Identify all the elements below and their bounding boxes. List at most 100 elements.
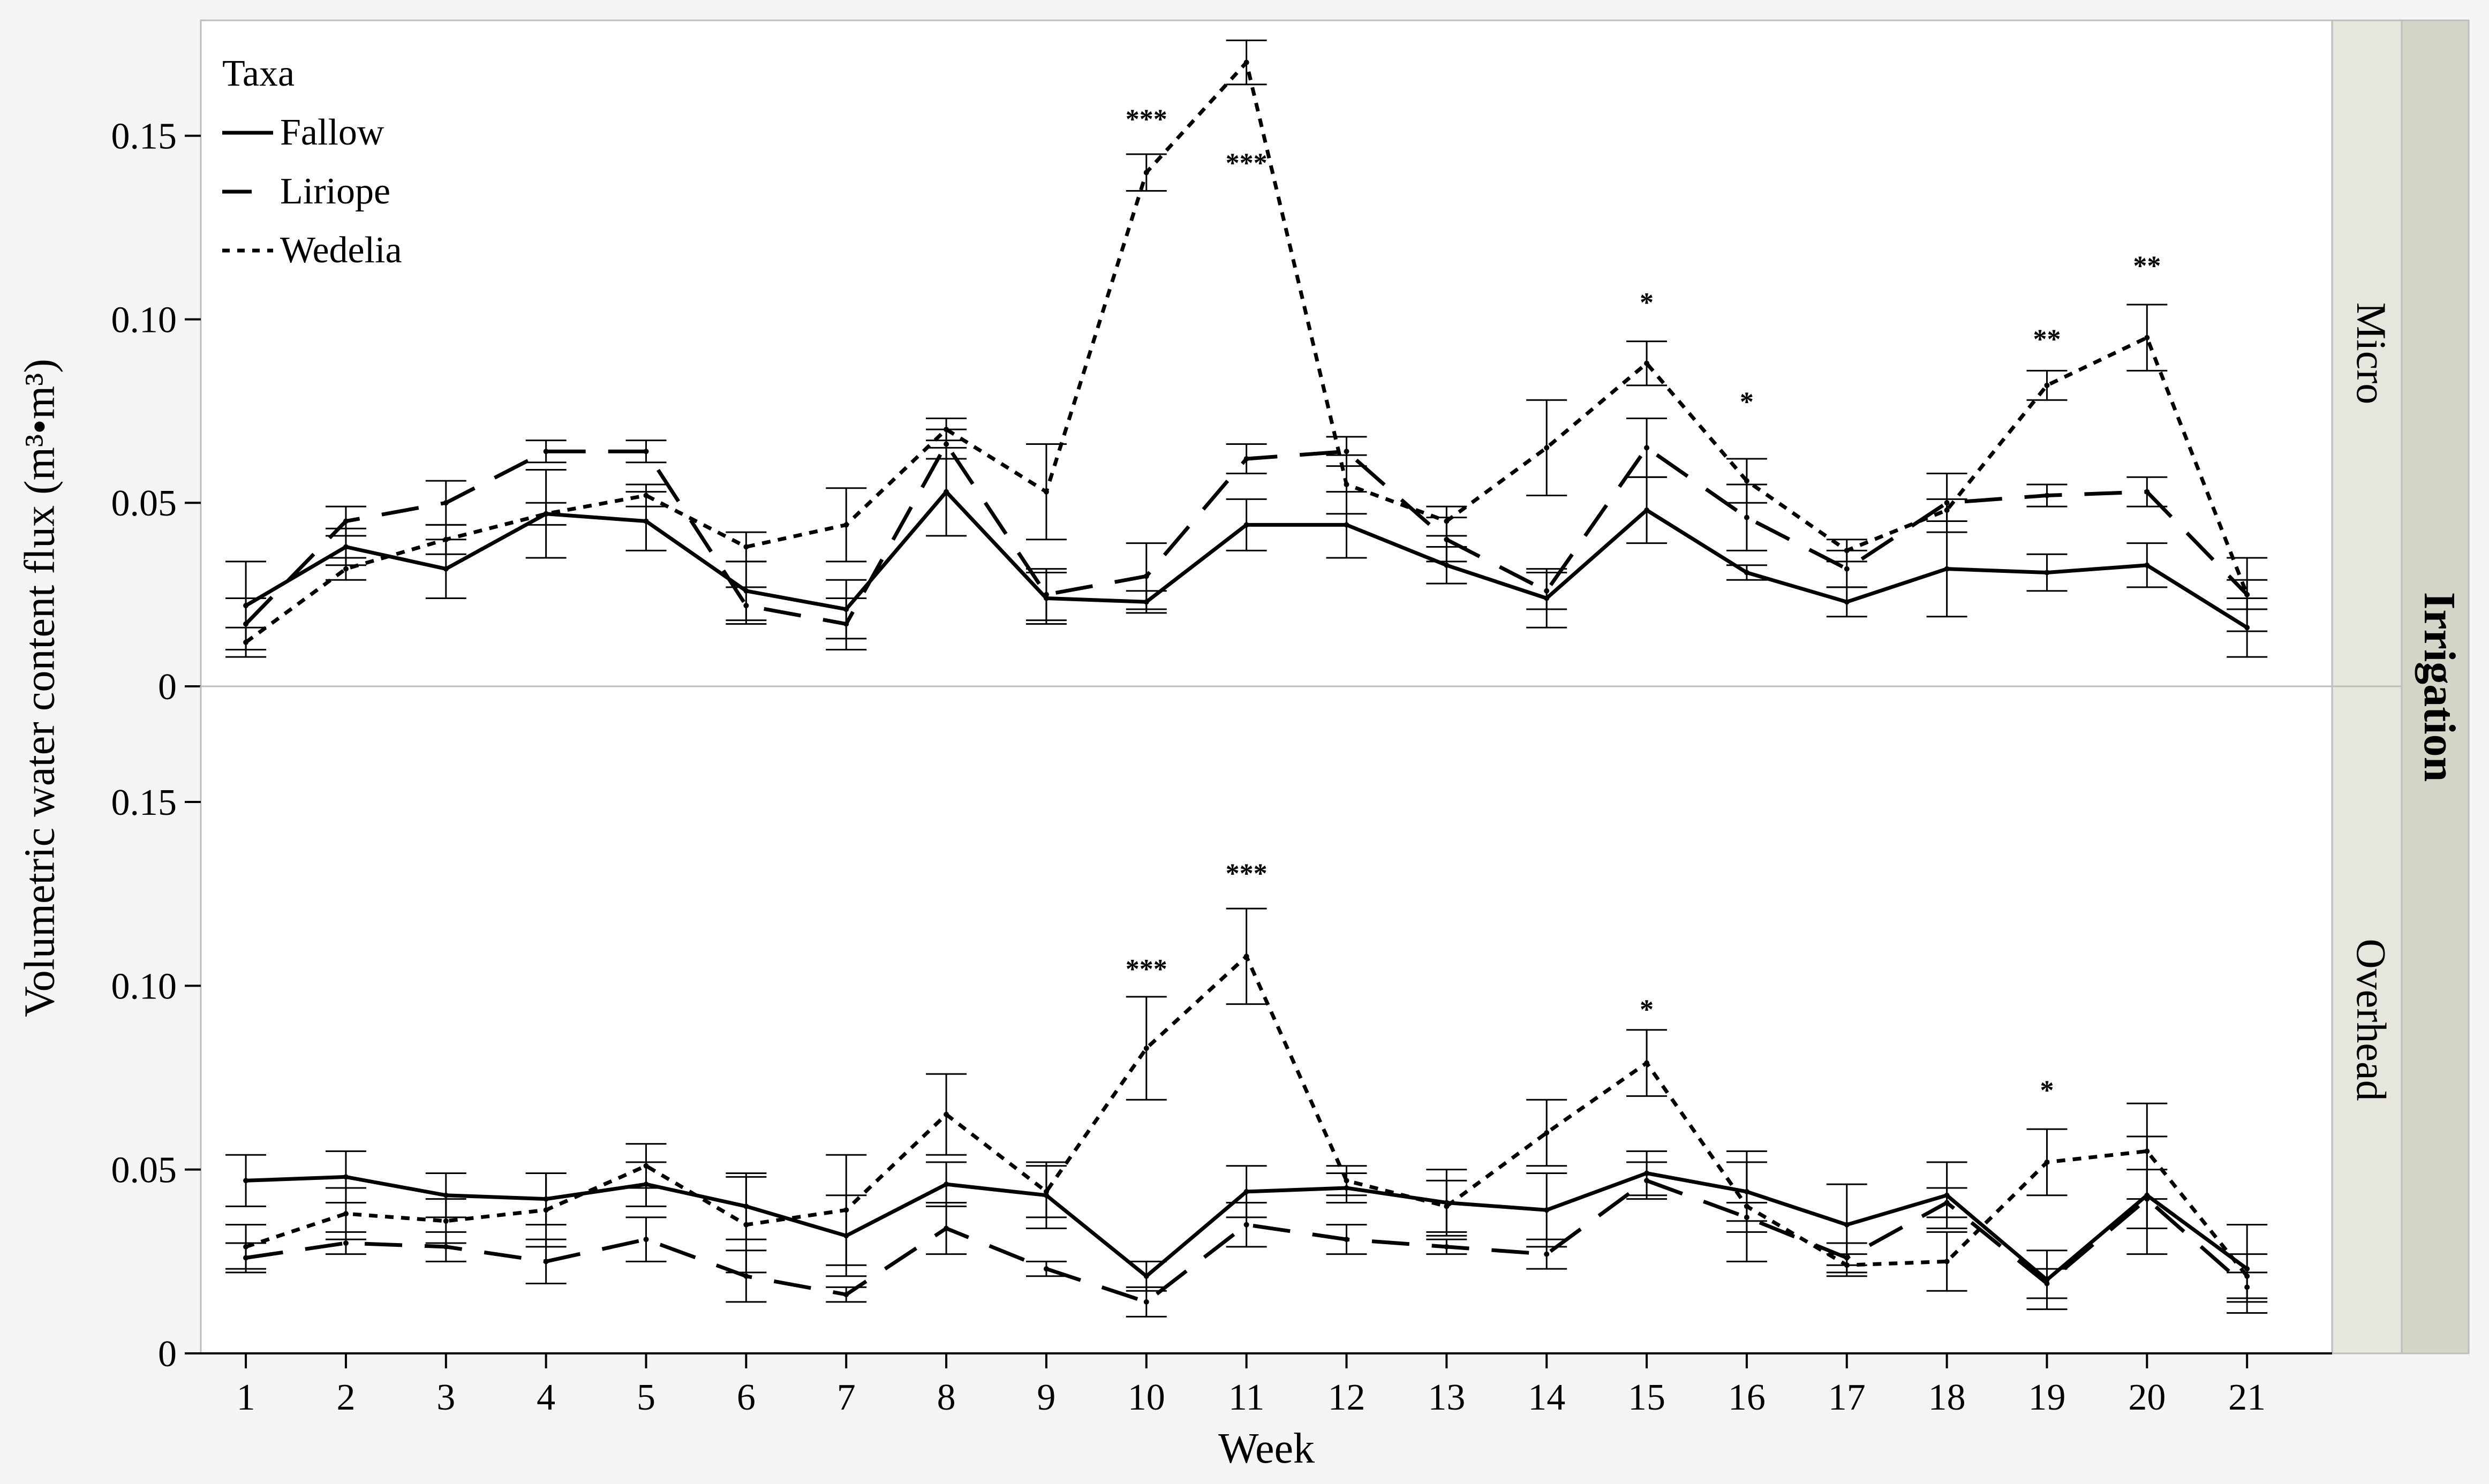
data-point-fallow [443,566,449,572]
data-point-wedelia [1043,489,1049,495]
x-tick-label: 11 [1228,1377,1264,1418]
data-point-wedelia [243,639,249,645]
data-point-liriope [743,1273,749,1279]
data-point-fallow [743,1203,749,1209]
y-tick-label: 0 [158,1334,177,1375]
facet-label-overhead: Overhead [2348,938,2395,1101]
x-tick-label: 3 [436,1377,455,1418]
data-point-wedelia [1043,1188,1049,1194]
data-point-fallow [944,489,949,495]
data-point-wedelia [1243,59,1249,65]
data-point-wedelia [1243,953,1249,959]
data-point-liriope [1344,449,1349,455]
x-tick-label: 2 [336,1377,355,1418]
data-point-wedelia [843,1207,849,1213]
data-point-liriope [944,441,949,447]
data-point-wedelia [1944,1259,1950,1265]
data-point-fallow [1944,566,1950,572]
data-point-liriope [1944,1200,1950,1206]
significance-label: *** [1226,858,1268,889]
data-point-fallow [1744,1188,1749,1194]
data-point-liriope [2144,489,2150,495]
data-point-liriope [1844,566,1850,572]
data-point-fallow [843,1233,849,1239]
data-point-fallow [1243,522,1249,528]
data-point-liriope [343,518,349,524]
data-point-fallow [1143,599,1149,605]
y-tick-label: 0.10 [111,966,177,1007]
plot-area [200,685,2333,1354]
data-point-wedelia [2044,382,2050,388]
data-point-fallow [1344,522,1349,528]
data-point-liriope [1243,456,1249,461]
data-point-liriope [543,1259,549,1265]
data-point-wedelia [743,544,749,550]
data-point-liriope [1143,573,1149,579]
significance-label: * [1740,387,1754,417]
data-point-liriope [443,1244,449,1250]
data-point-wedelia [1344,481,1349,487]
data-point-liriope [2044,1281,2050,1286]
data-point-fallow [843,607,849,612]
x-tick-label: 10 [1128,1377,1165,1418]
legend: Taxa Fallow Liriope Wedelia [222,53,402,271]
data-point-wedelia [2144,335,2150,340]
data-point-fallow [944,1182,949,1187]
y-tick-label: 0.15 [111,782,177,823]
data-point-fallow [1644,507,1650,513]
facet-group-strip [2401,19,2470,1354]
x-tick-label: 4 [537,1377,555,1418]
data-point-liriope [2244,1284,2250,1290]
data-point-wedelia [843,522,849,528]
data-point-liriope [2044,493,2050,498]
legend-title: Taxa [222,53,295,94]
data-point-liriope [543,449,549,455]
data-point-wedelia [1444,518,1450,524]
data-point-fallow [1043,595,1049,601]
data-point-wedelia [1744,1203,1749,1209]
data-point-wedelia [1544,445,1550,451]
data-point-fallow [1944,1192,1950,1198]
data-point-liriope [1744,514,1749,520]
data-point-fallow [1243,1188,1249,1194]
data-point-wedelia [1344,1178,1349,1184]
data-point-wedelia [1944,507,1950,513]
x-tick-label: 7 [837,1377,856,1418]
data-point-wedelia [944,1111,949,1117]
data-point-liriope [1043,1266,1049,1272]
data-point-liriope [1344,1237,1349,1243]
x-tick-label: 21 [2228,1377,2266,1418]
data-point-liriope [1444,536,1450,542]
data-point-fallow [1844,1222,1850,1228]
y-axis-title: Volumetric water content flux (m³•m³) [16,359,63,1017]
data-point-fallow [343,1174,349,1180]
data-point-wedelia [944,427,949,433]
data-point-liriope [1544,1251,1550,1257]
significance-label: * [2040,1076,2054,1106]
x-tick-label: 12 [1328,1377,1365,1418]
x-tick-label: 8 [937,1377,956,1418]
panel-overhead: 00.050.100.15******** [111,685,2333,1375]
data-point-liriope [1143,1299,1149,1305]
data-point-fallow [643,1182,649,1187]
data-point-wedelia [1444,1203,1450,1209]
x-tick-label: 5 [637,1377,655,1418]
data-point-fallow [1544,1207,1550,1213]
data-point-wedelia [643,493,649,498]
x-tick-label: 17 [1828,1377,1866,1418]
y-tick-label: 0.05 [111,483,177,524]
y-tick-label: 0.05 [111,1150,177,1191]
data-point-liriope [1043,592,1049,597]
data-point-fallow [543,1196,549,1202]
x-tick-label: 18 [1928,1377,1966,1418]
data-point-wedelia [343,566,349,572]
x-tick-label: 13 [1428,1377,1465,1418]
data-point-wedelia [743,1222,749,1228]
legend-label-liriope: Liriope [280,171,390,212]
facet-label-micro: Micro [2348,302,2395,405]
data-point-fallow [1644,1170,1650,1176]
data-point-wedelia [2244,1273,2250,1279]
data-point-wedelia [1844,548,1850,554]
data-point-fallow [243,603,249,609]
data-point-liriope [243,621,249,627]
